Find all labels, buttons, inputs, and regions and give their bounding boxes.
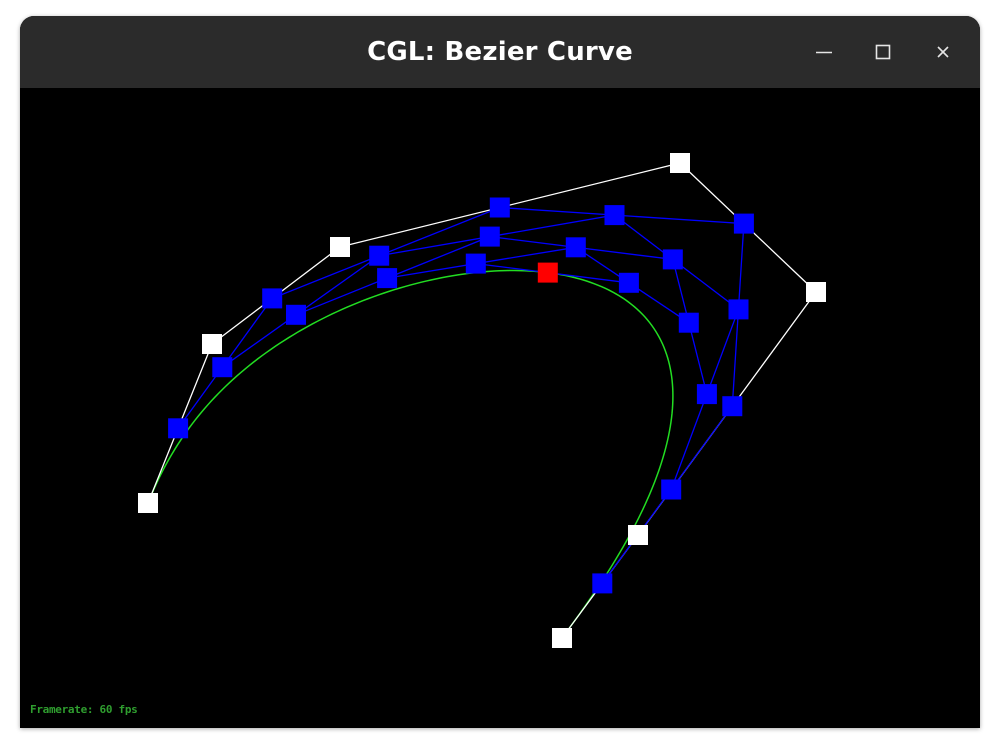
control-point-5[interactable] [806, 282, 826, 302]
maximize-button[interactable] [868, 37, 898, 67]
control-point-7[interactable] [552, 628, 572, 648]
control-point-3[interactable] [330, 237, 350, 257]
intermediate-point-l3-1 [286, 305, 306, 325]
intermediate-point-l2-5 [661, 480, 681, 500]
intermediate-polyline-level-1 [178, 208, 744, 584]
intermediate-point-l1-1 [168, 418, 188, 438]
framerate-label: Framerate: 60 fps [30, 703, 137, 716]
intermediate-point-l3-2 [480, 227, 500, 247]
control-point-1[interactable] [138, 493, 158, 513]
bezier-scene[interactable] [20, 88, 980, 728]
intermediate-point-l2-3 [605, 205, 625, 225]
intermediate-point-l3-4 [697, 384, 717, 404]
intermediate-point-l1-2 [262, 288, 282, 308]
intermediate-point-l2-4 [729, 299, 749, 319]
intermediate-point-l5-1 [466, 254, 486, 274]
intermediate-point-l4-2 [566, 237, 586, 257]
evaluated-point [538, 263, 558, 283]
intermediate-point-l2-2 [369, 246, 389, 266]
app-window: CGL: Bezier Curve Framerate: 60 fps [20, 16, 980, 728]
close-icon [928, 37, 958, 67]
intermediate-point-l4-3 [679, 313, 699, 333]
close-button[interactable] [928, 37, 958, 67]
intermediate-point-l3-3 [663, 249, 683, 269]
minimize-button[interactable] [809, 37, 839, 67]
intermediate-point-l4-1 [377, 268, 397, 288]
intermediate-polyline-level-4 [387, 247, 689, 322]
control-point-2[interactable] [202, 334, 222, 354]
maximize-icon [868, 37, 898, 67]
intermediate-point-l1-5 [722, 396, 742, 416]
title-bar[interactable]: CGL: Bezier Curve [20, 16, 980, 88]
intermediate-point-l1-4 [734, 214, 754, 234]
intermediate-point-l5-2 [619, 273, 639, 293]
intermediate-point-l1-6 [592, 573, 612, 593]
intermediate-polyline-level-3 [296, 237, 707, 395]
control-point-6[interactable] [628, 525, 648, 545]
intermediate-point-l1-3 [490, 198, 510, 218]
intermediate-point-l2-1 [212, 357, 232, 377]
control-point-4[interactable] [670, 153, 690, 173]
render-canvas[interactable]: Framerate: 60 fps [20, 88, 980, 728]
minimize-icon [809, 37, 839, 67]
